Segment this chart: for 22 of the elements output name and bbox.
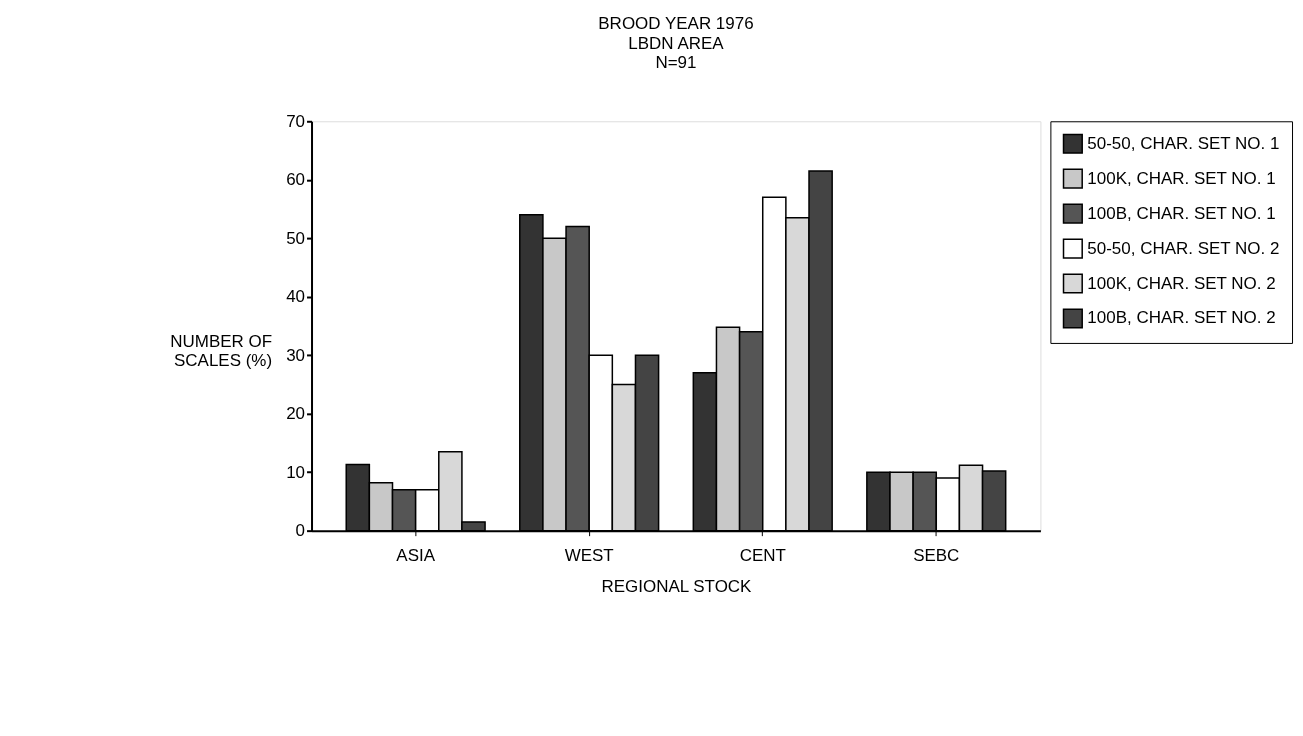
legend-label: 100K, CHAR. SET NO. 1 <box>1087 168 1276 188</box>
y-tick-label: 20 <box>286 404 306 424</box>
chart-title: BROOD YEAR 1976 <box>598 14 754 34</box>
y-tick-label: 70 <box>286 111 306 131</box>
y-tick-label: 10 <box>286 462 306 482</box>
y-tick-label: 40 <box>286 287 306 307</box>
x-tick-label: WEST <box>564 546 614 566</box>
legend-label: 50-50, CHAR. SET NO. 1 <box>1087 133 1280 153</box>
chart-subtitle: LBDN AREA N=91 <box>628 34 725 73</box>
x-tick-label: ASIA <box>396 546 436 566</box>
legend-label: 100B, CHAR. SET NO. 1 <box>1087 203 1276 223</box>
legend-label: 100B, CHAR. SET NO. 2 <box>1087 308 1276 328</box>
x-tick-label: CENT <box>739 546 786 566</box>
legend-label: 50-50, CHAR. SET NO. 2 <box>1087 238 1280 258</box>
x-axis-title: REGIONAL STOCK <box>601 577 753 597</box>
y-tick-label: 60 <box>286 170 306 190</box>
y-tick-label: 50 <box>286 228 306 248</box>
x-tick-label: SEBC <box>913 546 960 566</box>
y-tick-label: 30 <box>286 345 306 365</box>
legend-label: 100K, CHAR. SET NO. 2 <box>1087 273 1276 293</box>
y-tick-label: 0 <box>295 521 306 541</box>
y-axis-title: NUMBER OF SCALES (%) <box>170 332 273 371</box>
